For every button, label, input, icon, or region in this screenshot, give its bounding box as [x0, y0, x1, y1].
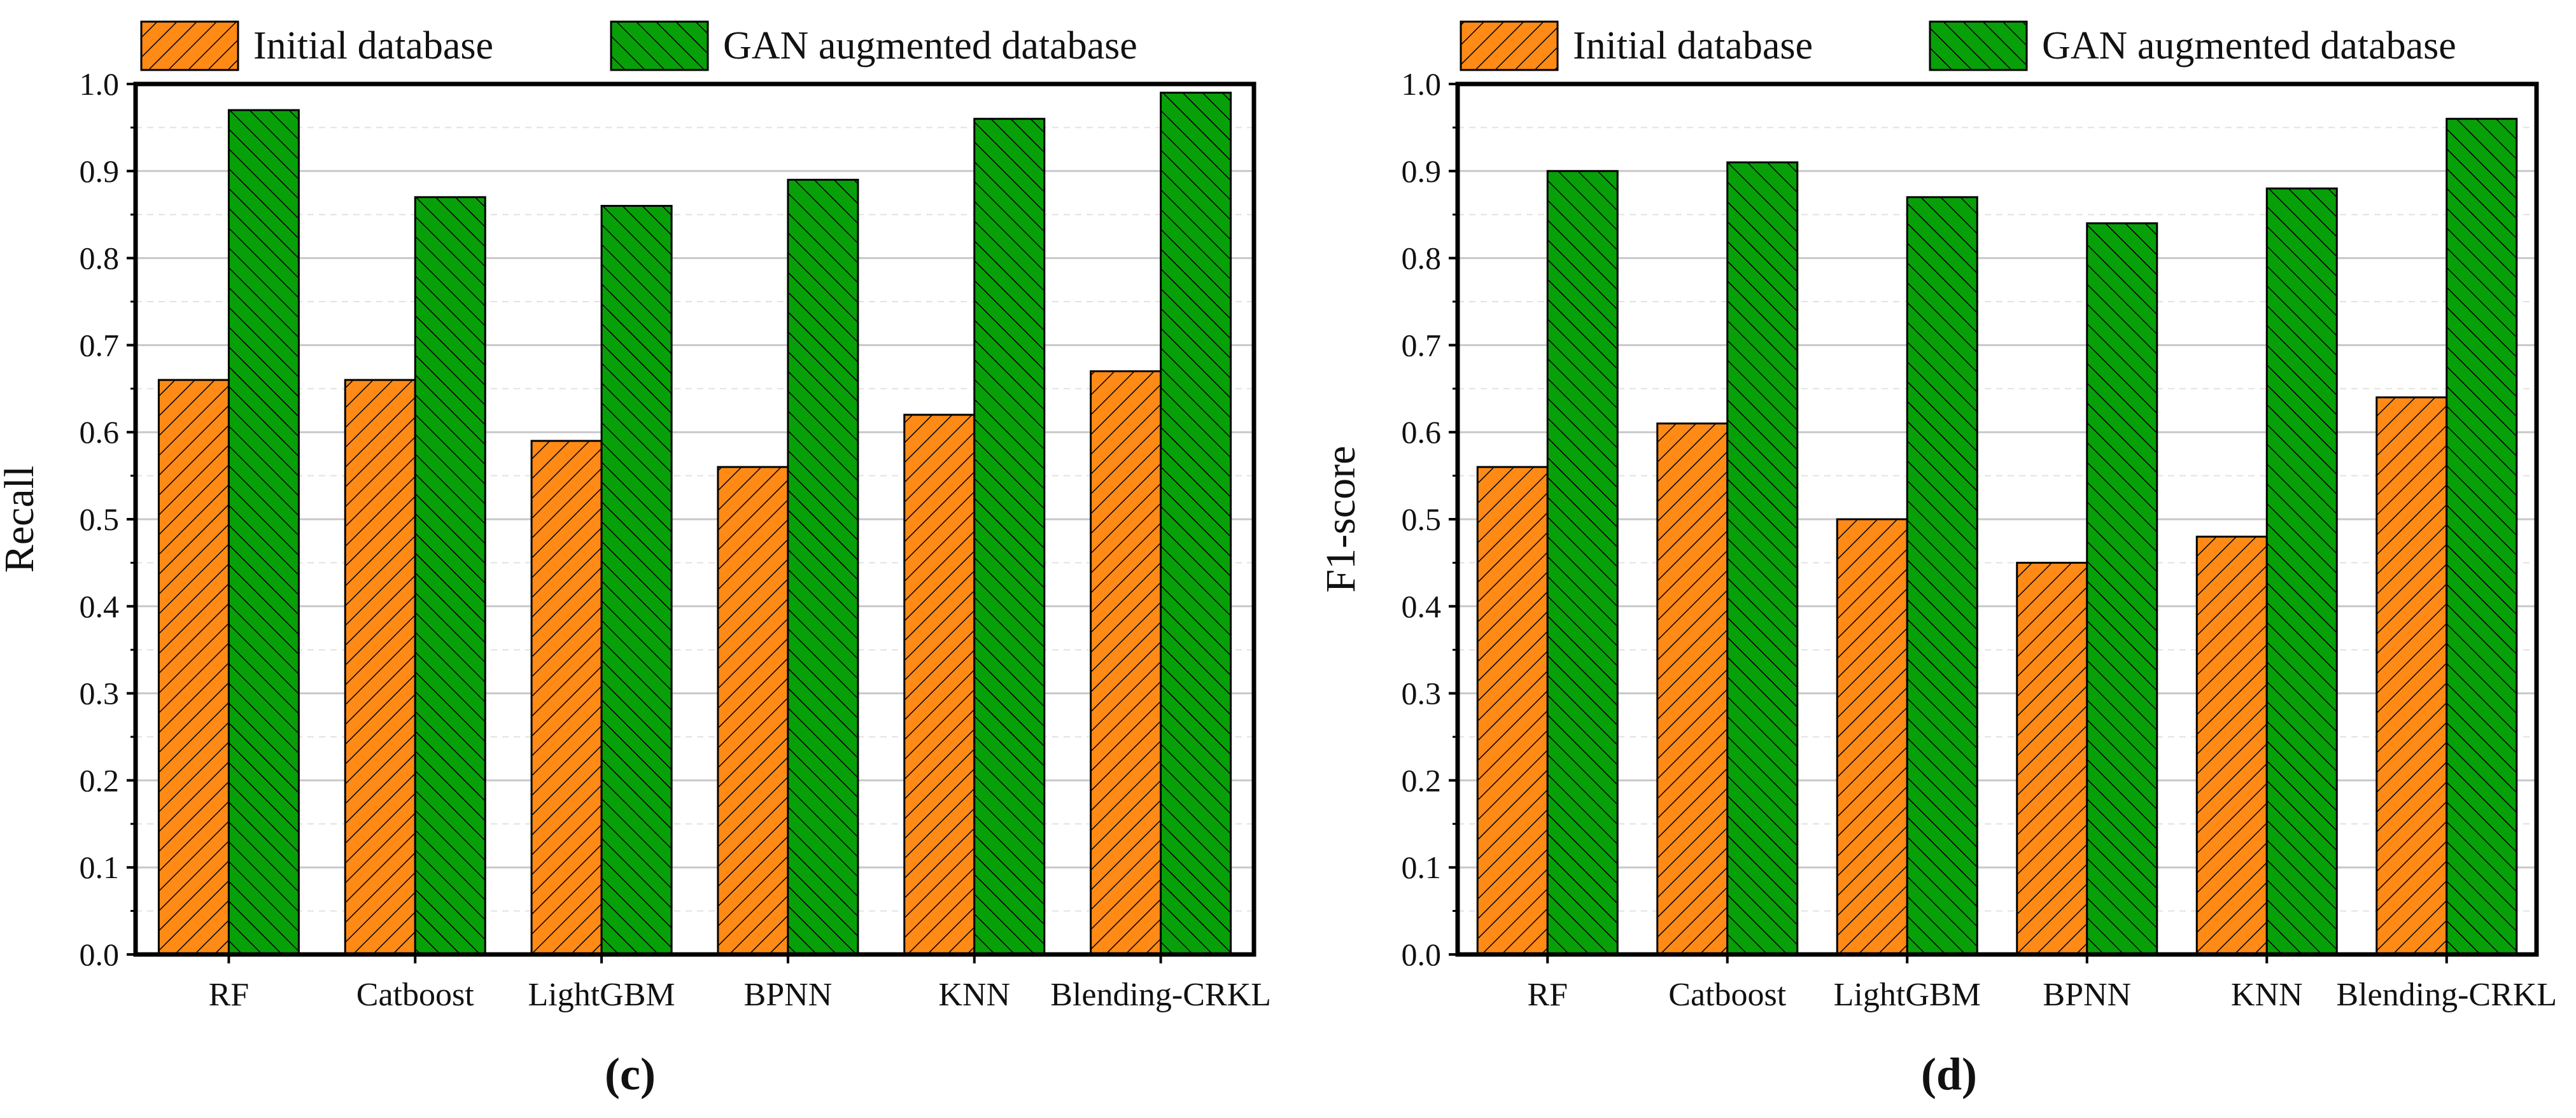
y-tick-label: 0.6 — [80, 414, 120, 450]
y-tick-label: 0.0 — [1402, 937, 1442, 972]
bar-gan-blending-crkl — [1160, 92, 1232, 956]
y-axis-label: Recall — [0, 466, 43, 573]
x-tick-label: LightGBM — [1834, 977, 1981, 1013]
bar-gan-rf — [227, 109, 300, 956]
bar-gan-knn — [2265, 187, 2338, 956]
chart-panel-f1: 0.0 0.1 0.2 0.3 0.4 0.5 0.6 0.7 0.8 0.9 1.0 RF Catb… — [1318, 20, 2557, 1100]
x-tick-label: KNN — [938, 977, 1010, 1013]
y-tick-label: 0.3 — [1402, 676, 1442, 711]
legend-swatch-initial — [1460, 20, 1559, 71]
y-tick-label: 1.0 — [1402, 66, 1442, 102]
x-tick-label: LightGBM — [528, 977, 675, 1013]
bar-initial-lightgbm — [530, 440, 603, 956]
bar-initial-bpnn — [2016, 561, 2088, 956]
y-tick-label: 0.9 — [1402, 153, 1442, 189]
x-tick-label: Blending-CRKL — [1050, 977, 1271, 1013]
panel-label: (c) — [605, 1049, 656, 1100]
y-tick-label: 0.7 — [1402, 327, 1442, 363]
chart-panel-recall: 0.0 0.1 0.2 0.3 0.4 0.5 0.6 0.7 0.8 0.9 1.0 RF Catb… — [0, 20, 1271, 1100]
bar-gan-catboost — [414, 196, 486, 956]
bar-initial-blending-crkl — [2375, 396, 2448, 956]
y-tick-label: 0.3 — [80, 676, 120, 711]
legend-swatch-gan — [1929, 20, 2028, 71]
x-tick-label: BPNN — [2043, 977, 2131, 1013]
x-tick-label: Catboost — [356, 977, 474, 1013]
y-tick-label: 0.5 — [1402, 501, 1442, 537]
x-tick-label: Blending-CRKL — [2336, 977, 2557, 1013]
bar-gan-rf — [1546, 170, 1619, 956]
y-axis: 0.0 0.1 0.2 0.3 0.4 0.5 0.6 0.7 0.8 0.9 1.0 — [80, 66, 136, 972]
x-tick-label: KNN — [2231, 977, 2303, 1013]
legend-label-gan: GAN augmented database — [2042, 24, 2456, 67]
bar-group — [1476, 118, 2518, 956]
y-tick-label: 0.1 — [1402, 849, 1442, 885]
legend-swatch-gan — [610, 20, 709, 71]
x-axis: RF Catboost LightGBM BPNN KNN Blending-CRKL — [209, 954, 1271, 1013]
y-tick-label: 0.2 — [80, 762, 120, 798]
y-tick-label: 0.4 — [80, 589, 120, 624]
y-tick-label: 0.5 — [80, 501, 120, 537]
y-tick-label: 0.6 — [1402, 414, 1442, 450]
bar-group — [157, 92, 1232, 956]
bar-gan-bpnn — [2086, 222, 2158, 956]
grid-lines — [1458, 127, 2537, 912]
y-tick-label: 0.1 — [80, 849, 120, 885]
bar-gan-bpnn — [787, 178, 859, 956]
bar-gan-knn — [973, 118, 1046, 956]
y-tick-label: 0.7 — [80, 327, 120, 363]
legend-label-initial: Initial database — [1573, 24, 1813, 67]
y-tick-label: 0.8 — [80, 241, 120, 276]
x-axis: RF Catboost LightGBM BPNN KNN Blending-CRKL — [1527, 954, 2557, 1013]
bar-initial-lightgbm — [1836, 518, 1908, 956]
y-tick-label: 0.4 — [1402, 589, 1442, 624]
legend-label-gan: GAN augmented database — [723, 24, 1137, 67]
x-tick-label: BPNN — [744, 977, 833, 1013]
bar-gan-catboost — [1726, 161, 1799, 956]
bar-gan-lightgbm — [600, 205, 673, 956]
bar-gan-lightgbm — [1906, 196, 1978, 956]
y-tick-label: 0.0 — [80, 937, 120, 972]
bar-initial-bpnn — [717, 466, 789, 956]
y-tick-label: 0.8 — [1402, 241, 1442, 276]
x-tick-label: Catboost — [1668, 977, 1786, 1013]
bar-gan-blending-crkl — [2446, 118, 2518, 956]
bar-initial-rf — [1476, 466, 1549, 956]
bar-initial-catboost — [344, 379, 416, 956]
y-tick-label: 0.2 — [1402, 762, 1442, 798]
legend: Initial database GAN augmented database — [1460, 20, 2456, 71]
legend-swatch-initial — [140, 20, 239, 71]
panel-label: (d) — [1921, 1049, 1977, 1100]
x-tick-label: RF — [209, 977, 250, 1013]
bar-initial-rf — [157, 379, 230, 956]
legend-label-initial: Initial database — [253, 24, 493, 67]
grid-lines — [136, 127, 1254, 912]
y-tick-label: 1.0 — [80, 66, 120, 102]
x-tick-label: RF — [1527, 977, 1568, 1013]
y-tick-label: 0.9 — [80, 153, 120, 189]
y-axis-label: F1-score — [1318, 446, 1364, 593]
bar-initial-catboost — [1656, 423, 1729, 956]
bar-initial-knn — [903, 414, 976, 956]
y-axis: 0.0 0.1 0.2 0.3 0.4 0.5 0.6 0.7 0.8 0.9 1.0 — [1402, 66, 1458, 972]
bar-initial-blending-crkl — [1090, 370, 1162, 956]
legend: Initial database GAN augmented database — [140, 20, 1137, 71]
bar-initial-knn — [2195, 535, 2268, 956]
